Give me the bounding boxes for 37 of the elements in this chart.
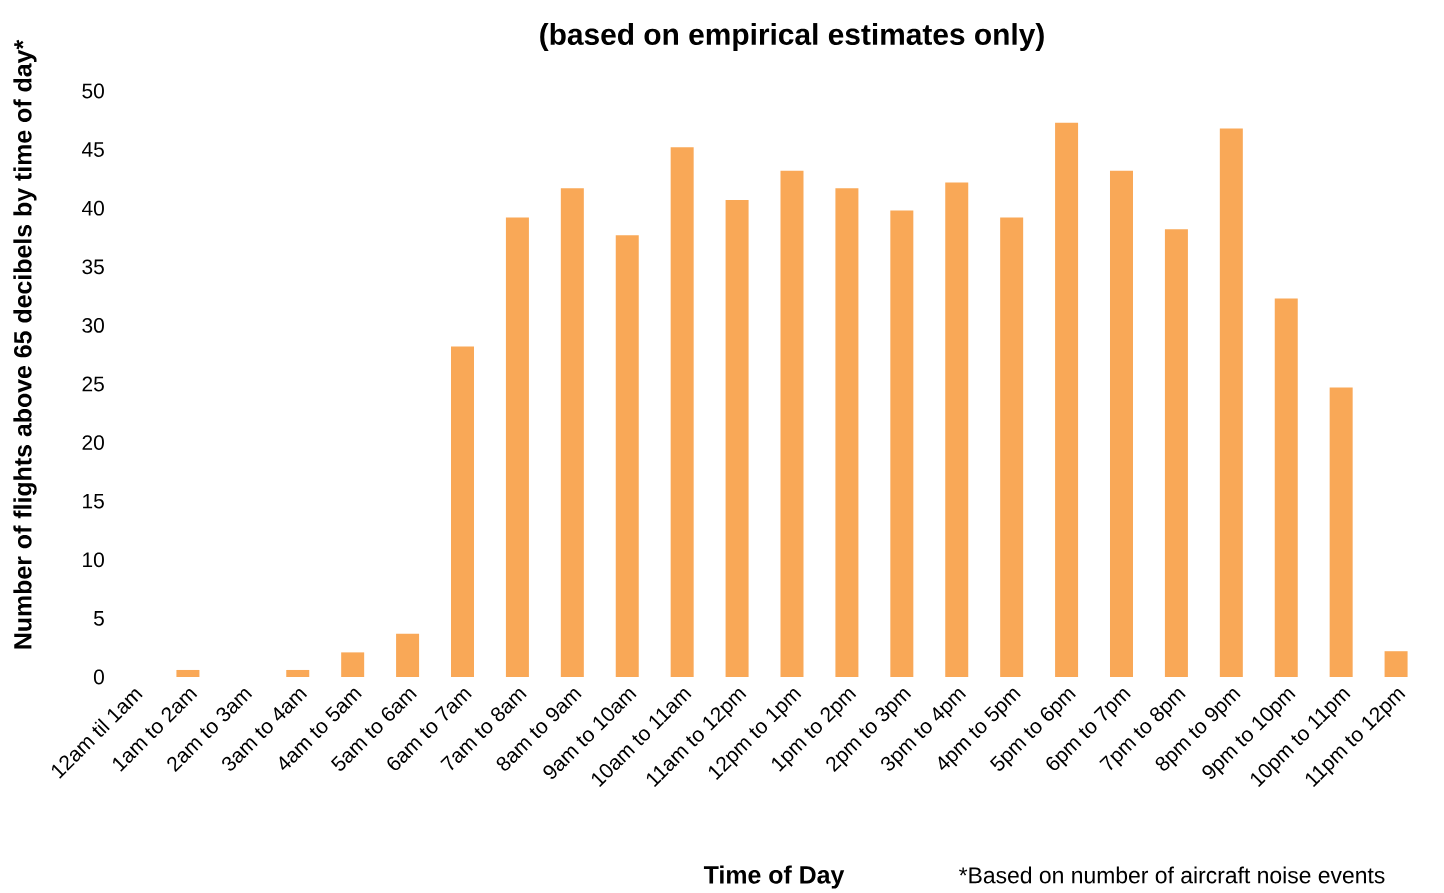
y-tick-label: 0: [93, 669, 104, 685]
bar: [835, 188, 859, 677]
y-tick-label: 40: [81, 200, 104, 216]
bar: [780, 170, 804, 677]
bar: [615, 235, 639, 677]
y-tick-label: 15: [83, 493, 104, 509]
bar: [1274, 298, 1298, 677]
bar: [176, 669, 200, 677]
y-tick-label: 10: [83, 552, 104, 568]
y-axis-title: Number of flights above 65 decibels by time of day*: [13, 39, 37, 649]
bar: [451, 346, 474, 677]
bar: [341, 652, 365, 677]
y-tick-label: 30: [82, 317, 104, 333]
y-tick-label: 20: [82, 435, 104, 450]
chart-title: (based on empirical estimates only): [540, 23, 1044, 51]
bar: [505, 217, 529, 677]
bar: [1329, 387, 1353, 677]
y-tick-label: 45: [81, 142, 104, 157]
y-tick-label: 35: [82, 259, 104, 275]
y-tick-label: 5: [93, 611, 104, 626]
bar: [1219, 128, 1243, 677]
text: *Based on number of aircraft noise events: [959, 866, 1385, 884]
y-tick-label: 50: [82, 83, 104, 99]
bar: [1384, 651, 1408, 677]
bar: [890, 210, 914, 677]
bar: [1109, 170, 1133, 677]
y-tick-label: 25: [82, 376, 104, 392]
bar: [286, 669, 310, 677]
bar: [670, 147, 694, 677]
bar: [945, 182, 969, 677]
bar: [725, 199, 749, 677]
bar: [1164, 229, 1188, 677]
bar: [560, 188, 584, 677]
bar: [1000, 217, 1024, 677]
bar: [396, 633, 420, 677]
x-axis-title: Time of Day: [703, 865, 845, 889]
bar: [1055, 122, 1079, 677]
